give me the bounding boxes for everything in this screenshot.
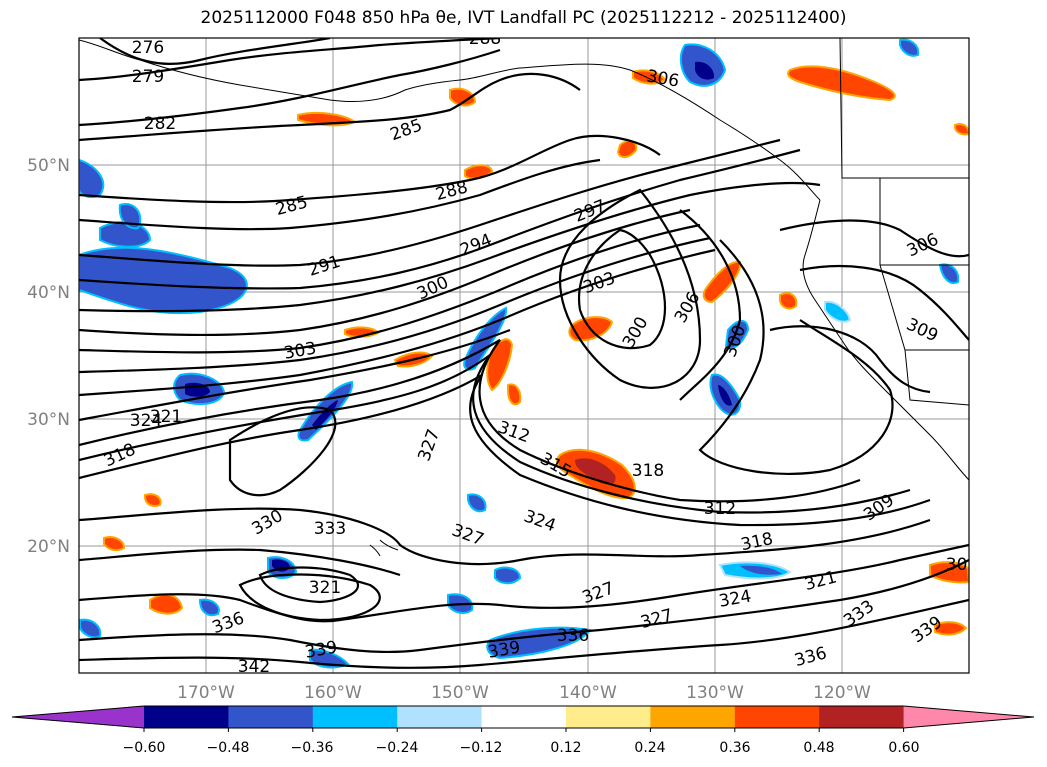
colorbar-segment (144, 706, 229, 728)
colorbar-segment (312, 706, 398, 728)
contour-label: 342 (238, 657, 270, 677)
lat-label: 30°N (27, 410, 70, 430)
lon-label: 120°W (813, 683, 871, 703)
colorbar-tick-label: −0.36 (291, 740, 334, 756)
contour-label: 336 (557, 626, 589, 646)
lat-label: 20°N (27, 537, 70, 557)
contour-label: 309 (946, 555, 978, 575)
colorbar-segment (819, 706, 905, 728)
map-panel (79, 38, 969, 673)
theta-e-contours (79, 38, 969, 669)
colorbar-tick-label: 0.36 (719, 740, 750, 756)
colorbar (11, 705, 1035, 732)
colorbar-tick-labels: −0.60 −0.48 −0.36 −0.24 −0.12 0.12 0.24 … (123, 740, 920, 756)
contour-label: 333 (314, 519, 346, 539)
contour-label: 324 (130, 411, 162, 431)
contour-label: 279 (132, 67, 164, 87)
colorbar-tick-label: −0.60 (123, 740, 166, 756)
lon-label: 170°W (177, 683, 235, 703)
contour-label: 288 (469, 29, 501, 49)
colorbar-extend-min (12, 706, 144, 728)
colorbar-segment (481, 706, 567, 728)
contour-label: 318 (632, 461, 664, 481)
colorbar-segment (734, 706, 820, 728)
colorbar-segment (566, 706, 651, 728)
colorbar-segment (228, 706, 314, 728)
colorbar-tick-label: 0.12 (550, 740, 581, 756)
lat-label: 50°N (27, 156, 70, 176)
contour-label: 321 (309, 578, 341, 598)
lon-label: 140°W (559, 683, 617, 703)
lon-label: 130°W (686, 683, 744, 703)
colorbar-tick-label: −0.48 (207, 740, 250, 756)
positive-ivt-regions (103, 65, 969, 636)
lon-label: 150°W (431, 683, 489, 703)
colorbar-tick-label: −0.24 (376, 740, 419, 756)
latitude-labels: 50°N 40°N 30°N 20°N (27, 156, 70, 557)
colorbar-tick-label: −0.12 (460, 740, 503, 756)
lon-label: 160°W (304, 683, 362, 703)
lat-label: 40°N (27, 283, 70, 303)
colorbar-segment (397, 706, 483, 728)
coastlines (79, 38, 969, 557)
contour-label: 276 (132, 38, 164, 58)
contour-label: 282 (144, 114, 176, 134)
contour-label: 321 (150, 407, 182, 427)
colorbar-tick-label: 0.60 (888, 740, 919, 756)
map-title: 2025112000 F048 850 hPa θe, IVT Landfall… (200, 8, 847, 28)
contour-label: 312 (704, 499, 736, 519)
map-frame (78, 37, 970, 674)
colorbar-segment (650, 706, 736, 728)
colorbar-extend-max (903, 706, 1034, 728)
colorbar-tick-label: 0.48 (803, 740, 834, 756)
longitude-labels: 170°W 160°W 150°W 140°W 130°W 120°W (177, 683, 871, 703)
colorbar-tick-label: 0.24 (634, 740, 665, 756)
